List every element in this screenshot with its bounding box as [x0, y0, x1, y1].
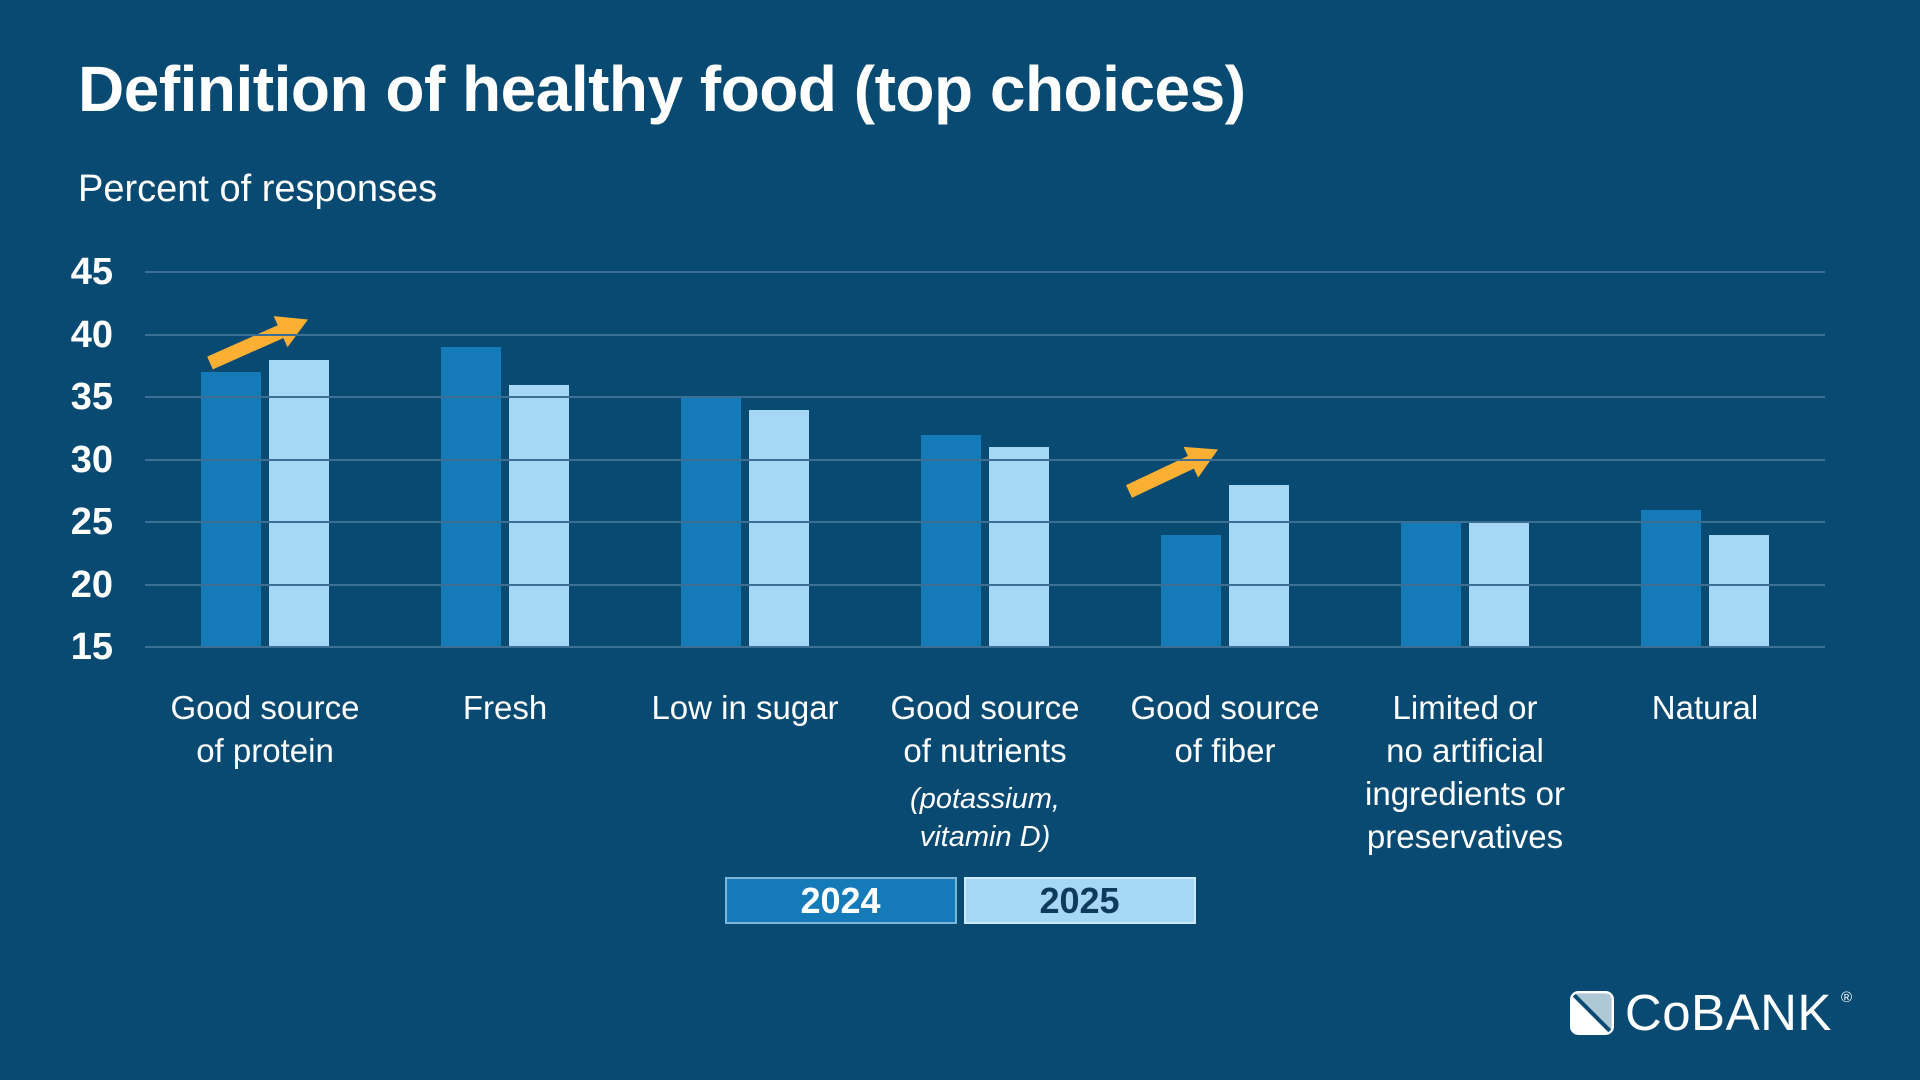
category-label-line: of protein: [196, 732, 334, 769]
chart-title: Definition of healthy food (top choices): [78, 53, 1246, 125]
bar-2024: [1641, 509, 1701, 647]
category-label: Good source of protein: [135, 686, 395, 772]
gridline: [145, 396, 1825, 398]
bar-2025: [269, 359, 329, 647]
bar-2024: [441, 347, 501, 647]
category-label-line: ingredients or: [1365, 775, 1565, 812]
bar-group: [865, 272, 1105, 647]
category-label-line: no artificial: [1386, 732, 1544, 769]
category-label: Low in sugar: [615, 686, 875, 729]
y-axis-tick-label: 15: [70, 626, 113, 668]
category-label: Natural: [1575, 686, 1835, 729]
cobank-logo-wordmark: CoBANK: [1624, 984, 1832, 1041]
y-axis-tick-labels: 45 40 35 30 25 20 15: [30, 252, 113, 667]
category-label: Fresh: [375, 686, 635, 729]
gridline: [145, 521, 1825, 523]
gridline: [145, 646, 1825, 648]
chart-legend: 2024 2025: [0, 877, 1920, 924]
y-axis-tick-label: 30: [70, 438, 113, 481]
gridline: [145, 333, 1825, 336]
bar-2025: [1709, 534, 1769, 647]
category-label-line: Good source: [170, 689, 360, 726]
bar-2025: [509, 384, 569, 647]
category-note-line: vitamin D): [919, 821, 1051, 853]
bar-2025: [749, 409, 809, 647]
category-label-line: Fresh: [462, 689, 548, 726]
category-label-line: of nutrients: [903, 732, 1067, 769]
chart-subtitle: Percent of responses: [78, 168, 438, 210]
y-axis-tick-label: 45: [70, 251, 113, 293]
cobank-logo: CoBANK ®: [1568, 987, 1852, 1038]
bar-group: [1585, 272, 1825, 647]
bar-group: [145, 272, 385, 647]
legend-item-2025: 2025: [963, 877, 1196, 924]
category-label: Limited or no artificial ingredients or pre…: [1335, 686, 1595, 858]
category-label-line: Good source: [890, 689, 1080, 726]
category-label-line: Limited or: [1392, 689, 1538, 726]
plot-area: [145, 271, 1825, 648]
y-axis-tick-label: 20: [70, 563, 113, 606]
category-label-line: Natural: [1651, 689, 1759, 726]
bar-2025: [1229, 484, 1289, 647]
category-label-line: of fiber: [1174, 732, 1276, 769]
category-label-line: Good source: [1130, 689, 1320, 726]
spacer: [855, 772, 1115, 780]
category-label: Good source of fiber: [1095, 686, 1355, 772]
gridline: [145, 583, 1825, 586]
y-axis-tick-label: 35: [70, 376, 113, 418]
cobank-logo-icon: [1569, 990, 1614, 1035]
legend-item-2024: 2024: [724, 877, 957, 924]
bar-2024: [921, 434, 981, 647]
category-label-line: preservatives: [1366, 818, 1564, 855]
bar-2024: [1161, 534, 1221, 647]
category-note-line: (potassium,: [910, 783, 1060, 815]
y-axis-tick-label: 40: [70, 313, 113, 356]
bar-group: [1105, 272, 1345, 647]
registered-trademark-symbol: ®: [1840, 989, 1852, 1006]
bar-2025: [989, 447, 1049, 647]
y-axis-tick-label: 25: [70, 501, 113, 543]
gridline: [145, 271, 1825, 273]
category-label: Good source of nutrients (potassium, vitami…: [855, 686, 1115, 856]
bar-2024: [201, 372, 261, 647]
category-label-line: Low in sugar: [651, 689, 839, 726]
gridline: [145, 458, 1825, 461]
